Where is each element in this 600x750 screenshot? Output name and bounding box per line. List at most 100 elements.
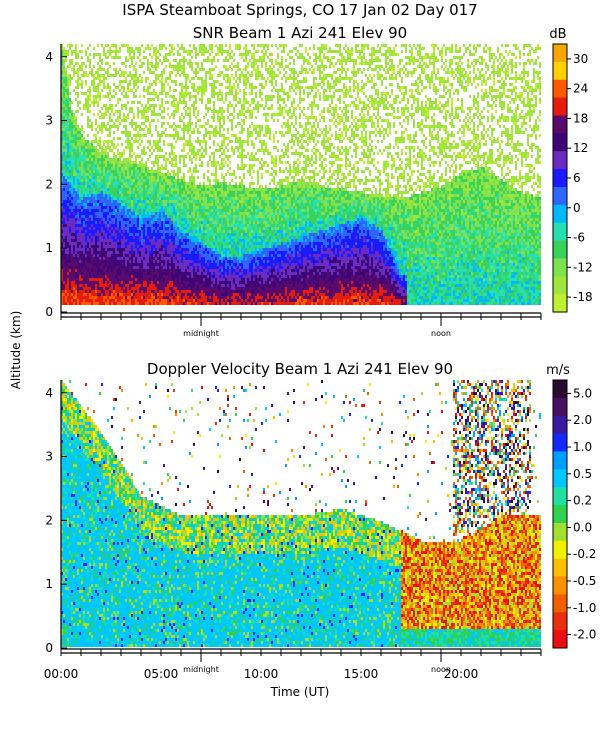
snr-cell xyxy=(181,92,183,95)
snr-cell xyxy=(201,227,203,230)
snr-cell xyxy=(99,92,101,95)
snr-cell xyxy=(123,245,125,248)
snr-cell xyxy=(169,155,171,158)
snr-cell xyxy=(83,215,85,218)
snr-cell xyxy=(127,278,129,281)
snr-cell xyxy=(203,224,205,227)
snr-cell xyxy=(205,290,207,293)
snr-cell xyxy=(63,287,65,290)
snr-cell xyxy=(145,299,147,302)
snr-cell xyxy=(113,227,115,230)
snr-cell xyxy=(179,116,181,119)
snr-cell xyxy=(103,155,105,158)
snr-cell xyxy=(143,56,145,59)
snr-cell xyxy=(83,167,85,170)
snr-cell xyxy=(125,164,127,167)
snr-cell xyxy=(99,155,101,158)
snr-cell xyxy=(183,122,185,125)
snr-cell xyxy=(207,56,209,59)
snr-cell xyxy=(179,296,181,299)
snr-cell xyxy=(107,224,109,227)
snr-cell xyxy=(153,275,155,278)
snr-cell xyxy=(75,56,77,59)
snr-cell xyxy=(189,140,191,143)
snr-cell xyxy=(115,44,117,47)
snr-cell xyxy=(123,113,125,116)
snr-cell xyxy=(169,233,171,236)
snr-cell xyxy=(153,161,155,164)
snr-cell xyxy=(149,92,151,95)
snr-cell xyxy=(175,296,177,299)
snr-cell xyxy=(63,146,65,149)
snr-cell xyxy=(135,215,137,218)
snr-cell xyxy=(143,221,145,224)
snr-cell xyxy=(83,242,85,245)
snr-cell xyxy=(173,101,175,104)
snr-cell xyxy=(173,170,175,173)
snr-cell xyxy=(95,140,97,143)
snr-cell xyxy=(115,119,117,122)
snr-cell xyxy=(85,158,87,161)
snr-cell xyxy=(61,95,63,98)
snr-cell xyxy=(197,269,199,272)
snr-cell xyxy=(137,125,139,128)
snr-cell xyxy=(171,281,173,284)
snr-cell xyxy=(183,245,185,248)
snr-cell xyxy=(91,275,93,278)
snr-cell xyxy=(123,176,125,179)
snr-cell xyxy=(127,140,129,143)
snr-cell xyxy=(163,179,165,182)
snr-cell xyxy=(173,134,175,137)
snr-cell xyxy=(99,293,101,296)
snr-cell xyxy=(69,101,71,104)
snr-cell xyxy=(205,218,207,221)
snr-cell xyxy=(129,266,131,269)
snr-cell xyxy=(87,224,89,227)
snr-cell xyxy=(187,221,189,224)
snr-cell xyxy=(137,185,139,188)
snr-cell xyxy=(201,164,203,167)
snr-cell xyxy=(141,212,143,215)
snr-cell xyxy=(71,212,73,215)
snr-cell xyxy=(161,248,163,251)
snr-cell xyxy=(79,272,81,275)
snr-cell xyxy=(91,227,93,230)
snr-cell xyxy=(153,176,155,179)
snr-cell xyxy=(103,47,105,50)
snr-cell xyxy=(87,125,89,128)
snr-cell xyxy=(125,239,127,242)
snr-cell xyxy=(115,170,117,173)
snr-cell xyxy=(191,260,193,263)
snr-cell xyxy=(179,161,181,164)
snr-cell xyxy=(117,71,119,74)
snr-cell xyxy=(141,218,143,221)
snr-cell xyxy=(93,146,95,149)
snr-cell xyxy=(127,176,129,179)
snr-cell xyxy=(167,257,169,260)
snr-cell xyxy=(103,197,105,200)
snr-cell xyxy=(131,143,133,146)
snr-cell xyxy=(123,224,125,227)
snr-cell xyxy=(77,137,79,140)
snr-cell xyxy=(179,224,181,227)
snr-cell xyxy=(181,83,183,86)
snr-cell xyxy=(197,110,199,113)
snr-cell xyxy=(153,179,155,182)
snr-cell xyxy=(81,203,83,206)
snr-cell xyxy=(99,209,101,212)
snr-cell xyxy=(195,215,197,218)
snr-cell xyxy=(63,125,65,128)
snr-cell xyxy=(75,257,77,260)
snr-cell xyxy=(113,68,115,71)
snr-cell xyxy=(83,71,85,74)
snr-cell xyxy=(97,260,99,263)
snr-cell xyxy=(209,218,211,221)
snr-cell xyxy=(165,257,167,260)
snr-cell xyxy=(63,116,65,119)
snr-cell xyxy=(165,191,167,194)
snr-title: SNR Beam 1 Azi 241 Elev 90 xyxy=(193,24,407,42)
snr-cell xyxy=(201,152,203,155)
snr-cell xyxy=(147,248,149,251)
snr-cell xyxy=(163,290,165,293)
snr-cell xyxy=(161,209,163,212)
